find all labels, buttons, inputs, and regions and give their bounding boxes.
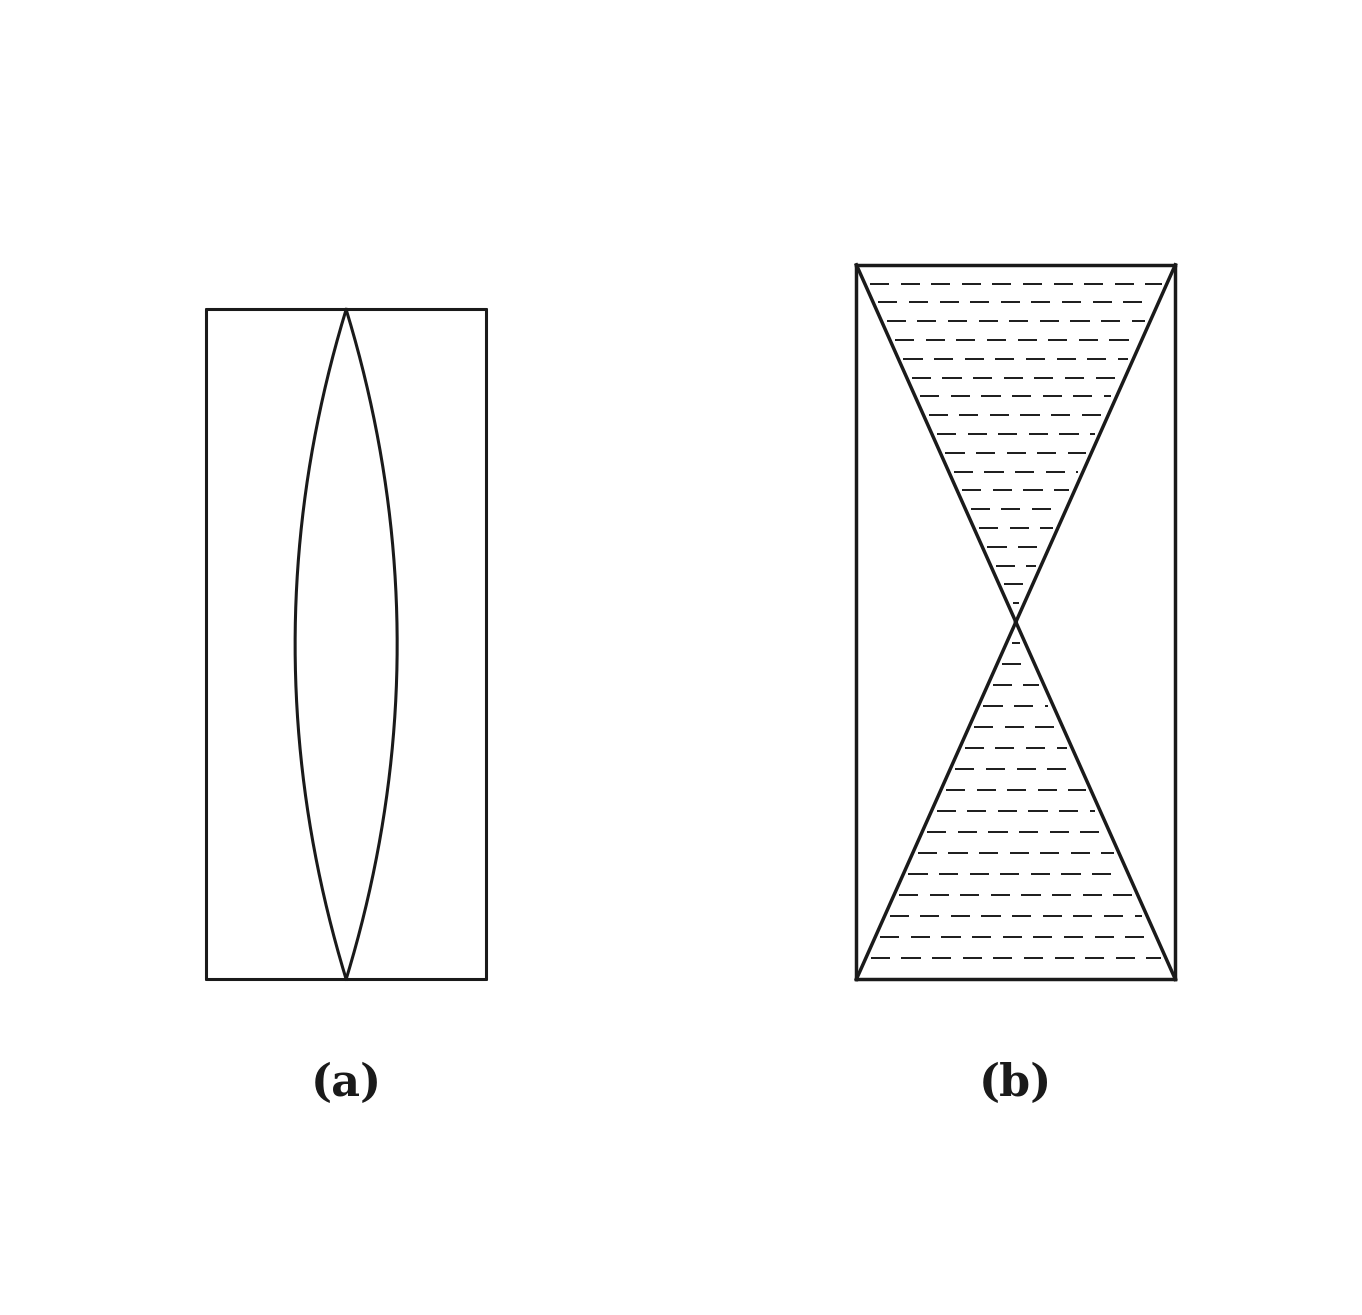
Text: (b): (b) — [979, 1063, 1053, 1105]
Text: (a): (a) — [311, 1063, 381, 1105]
